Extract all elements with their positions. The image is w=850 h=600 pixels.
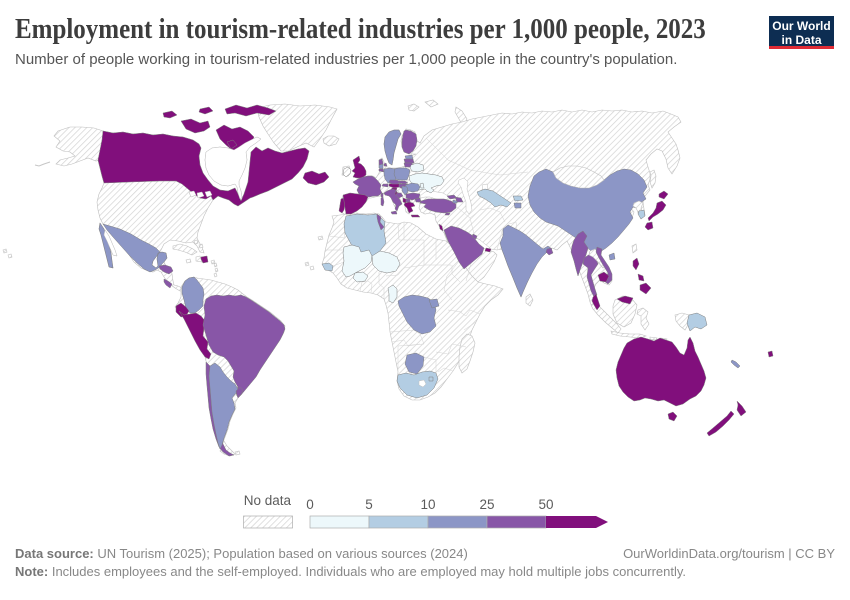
- svg-text:10: 10: [420, 497, 435, 512]
- svg-text:No data: No data: [244, 493, 292, 508]
- svg-text:50: 50: [538, 497, 553, 512]
- svg-text:25: 25: [479, 497, 494, 512]
- svg-text:5: 5: [365, 497, 373, 512]
- svg-text:0: 0: [306, 497, 314, 512]
